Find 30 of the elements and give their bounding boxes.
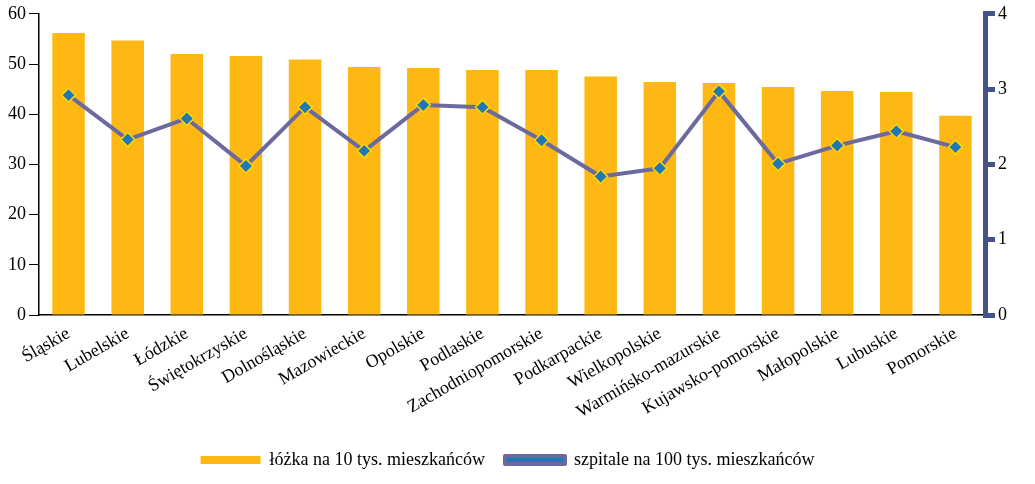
y-tick-label: 30 [8, 153, 26, 174]
y-tick-label: 60 [8, 2, 26, 23]
y-tick-label: 0 [17, 303, 26, 324]
y2-tick-label: 1 [998, 228, 1007, 249]
bar [643, 82, 677, 315]
bar [407, 68, 440, 315]
bar [702, 83, 736, 315]
y-tick-label: 40 [8, 102, 26, 123]
y2-tick-label: 3 [998, 77, 1007, 98]
bar [761, 87, 795, 315]
y2-tick-label: 4 [998, 2, 1007, 23]
y-tick-label: 50 [8, 52, 26, 73]
y2-tick-label: 2 [998, 153, 1007, 174]
y-tick-label: 10 [8, 253, 26, 274]
bar [820, 91, 854, 315]
bar [939, 115, 972, 315]
legend-label: łóżka na 10 tys. mieszkańców [269, 448, 485, 469]
legend-label: szpitale na 100 tys. mieszkańców [574, 448, 815, 469]
bar [52, 32, 85, 315]
y2-tick-label: 0 [998, 303, 1007, 324]
y-tick-label: 20 [8, 203, 26, 224]
bar [229, 55, 263, 315]
bar [880, 92, 913, 315]
bar [525, 70, 558, 315]
bar [466, 70, 499, 315]
bar [111, 40, 144, 315]
bar [347, 67, 381, 315]
bar [288, 59, 322, 315]
bar [170, 53, 204, 315]
bar [584, 76, 617, 315]
